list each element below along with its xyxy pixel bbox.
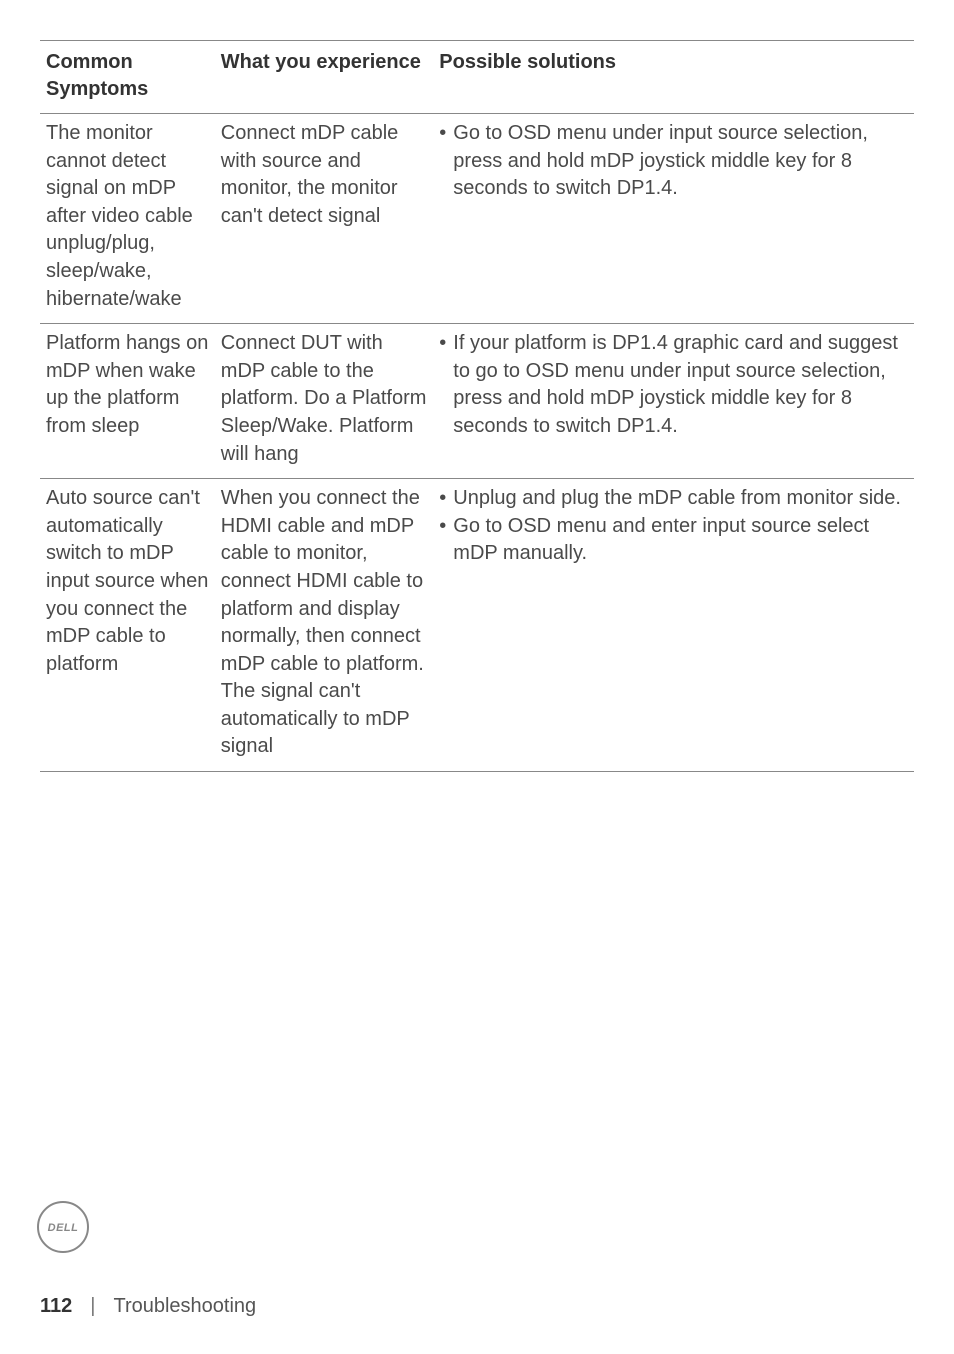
header-solutions: Possible solutions — [433, 41, 914, 114]
dell-logo-icon: DELL — [36, 1200, 90, 1254]
page-footer: 112 | Troubleshooting — [40, 1295, 256, 1318]
solution-text: Unplug and plug the mDP cable from monit… — [453, 485, 908, 513]
footer-separator: | — [90, 1295, 95, 1318]
cell-experience: Connect mDP cable with source and monito… — [215, 114, 434, 324]
header-experience: What you experience — [215, 41, 434, 114]
svg-text:DELL: DELL — [48, 1222, 79, 1234]
cell-experience: Connect DUT with mDP cable to the platfo… — [215, 324, 434, 479]
table-row: Platform hangs on mDP when wake up the p… — [40, 324, 914, 479]
cell-symptom: Auto source can't automatically switch t… — [40, 479, 215, 772]
table-row: The monitor cannot detect signal on mDP … — [40, 114, 914, 324]
bullet-icon: • — [439, 330, 453, 440]
troubleshooting-table: Common Symptoms What you experience Poss… — [40, 40, 914, 772]
bullet-icon: • — [439, 485, 453, 513]
cell-experience: When you connect the HDMI cable and mDP … — [215, 479, 434, 772]
cell-solutions: • If your platform is DP1.4 graphic card… — [433, 324, 914, 479]
cell-symptom: Platform hangs on mDP when wake up the p… — [40, 324, 215, 479]
cell-solutions: • Go to OSD menu under input source sele… — [433, 114, 914, 324]
footer-section-title: Troubleshooting — [113, 1295, 256, 1318]
cell-solutions: • Unplug and plug the mDP cable from mon… — [433, 479, 914, 772]
solution-text: If your platform is DP1.4 graphic card a… — [453, 330, 908, 440]
header-symptoms: Common Symptoms — [40, 41, 215, 114]
solution-text: Go to OSD menu and enter input source se… — [453, 513, 908, 568]
page-number: 112 — [40, 1295, 72, 1318]
bullet-icon: • — [439, 513, 453, 568]
table-row: Auto source can't automatically switch t… — [40, 479, 914, 772]
bullet-icon: • — [439, 120, 453, 203]
cell-symptom: The monitor cannot detect signal on mDP … — [40, 114, 215, 324]
solution-text: Go to OSD menu under input source select… — [453, 120, 908, 203]
